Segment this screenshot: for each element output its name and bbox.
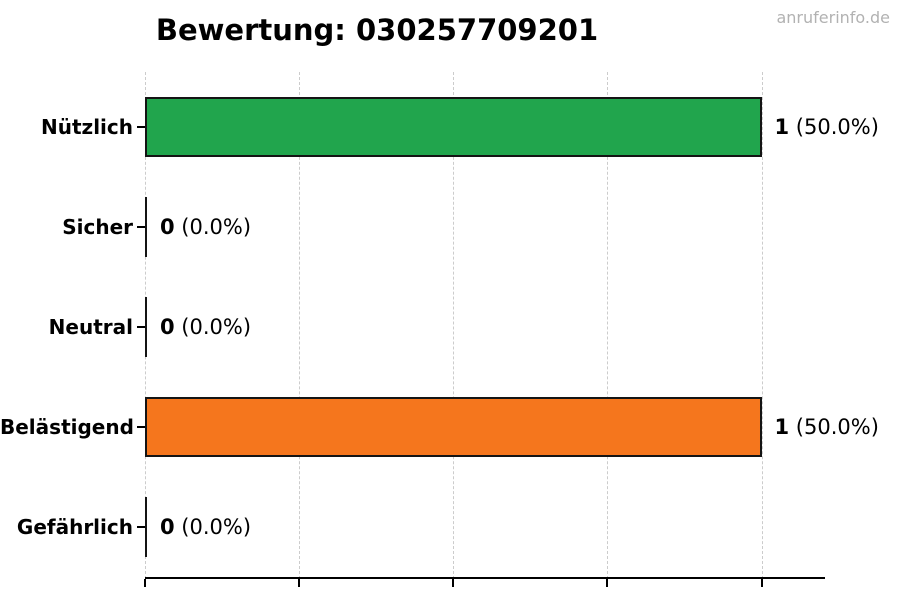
x-axis-tick — [144, 579, 146, 587]
x-axis-tick — [606, 579, 609, 587]
y-axis-tick — [137, 226, 145, 228]
category-label: Sicher — [62, 215, 133, 239]
y-axis-tick — [137, 426, 145, 428]
bar — [145, 397, 762, 457]
bar-value-label: 1 (50.0%) — [774, 415, 879, 439]
x-axis-line — [145, 577, 825, 579]
page-title: Bewertung: 030257709201 — [155, 13, 599, 47]
zero-value-bar — [145, 497, 147, 557]
gridline — [453, 72, 455, 579]
zero-value-bar — [145, 297, 147, 357]
x-axis-tick — [298, 579, 301, 587]
category-label: Belästigend — [0, 415, 134, 439]
gridline — [761, 72, 763, 579]
y-axis-tick — [137, 526, 145, 528]
y-axis-tick — [137, 326, 145, 328]
bar-value-label: 0 (0.0%) — [160, 215, 252, 239]
y-axis-tick — [137, 126, 145, 128]
bar-value-label: 1 (50.0%) — [774, 115, 879, 139]
watermark: anruferinfo.de — [776, 8, 890, 27]
x-axis-tick — [452, 579, 455, 587]
bar-value-label: 0 (0.0%) — [160, 315, 252, 339]
gridline — [607, 72, 609, 579]
category-label: Nützlich — [41, 115, 133, 139]
category-label: Neutral — [48, 315, 133, 339]
bar-value-label: 0 (0.0%) — [160, 515, 252, 539]
category-label: Gefährlich — [16, 515, 133, 539]
x-axis-tick — [760, 579, 763, 587]
zero-value-bar — [145, 197, 147, 257]
bar — [145, 97, 762, 157]
gridline — [299, 72, 301, 579]
plot-area: 1 (50.0%) 0 (0.0%) 0 (0.0%) 1 (50.0%) 0 (0.0… — [144, 72, 879, 587]
